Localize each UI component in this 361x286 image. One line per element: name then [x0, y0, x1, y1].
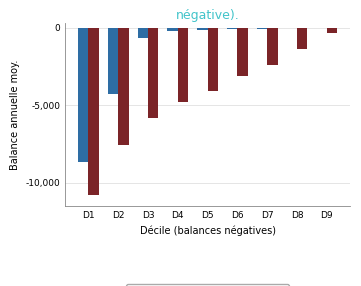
Bar	[267, 27, 278, 65]
Bar	[316, 27, 327, 28]
Bar	[287, 27, 297, 29]
Y-axis label: Balance annuelle moy.: Balance annuelle moy.	[10, 59, 20, 170]
Bar	[227, 27, 238, 29]
Bar	[297, 27, 308, 49]
Bar	[178, 27, 188, 102]
Bar	[88, 27, 99, 195]
X-axis label: Décile (balances négatives): Décile (balances négatives)	[140, 225, 275, 236]
Bar	[108, 27, 118, 94]
Bar	[138, 27, 148, 38]
Bar	[238, 27, 248, 76]
Bar	[257, 27, 267, 29]
Bar	[148, 27, 158, 118]
Bar	[78, 27, 88, 162]
Bar	[118, 27, 129, 145]
Bar	[208, 27, 218, 91]
Bar	[327, 27, 337, 33]
Bar	[168, 27, 178, 31]
Legend: Sans AR, Avec AR: Sans AR, Avec AR	[126, 284, 289, 286]
Title: négative).: négative).	[176, 9, 239, 22]
Bar	[197, 27, 208, 30]
